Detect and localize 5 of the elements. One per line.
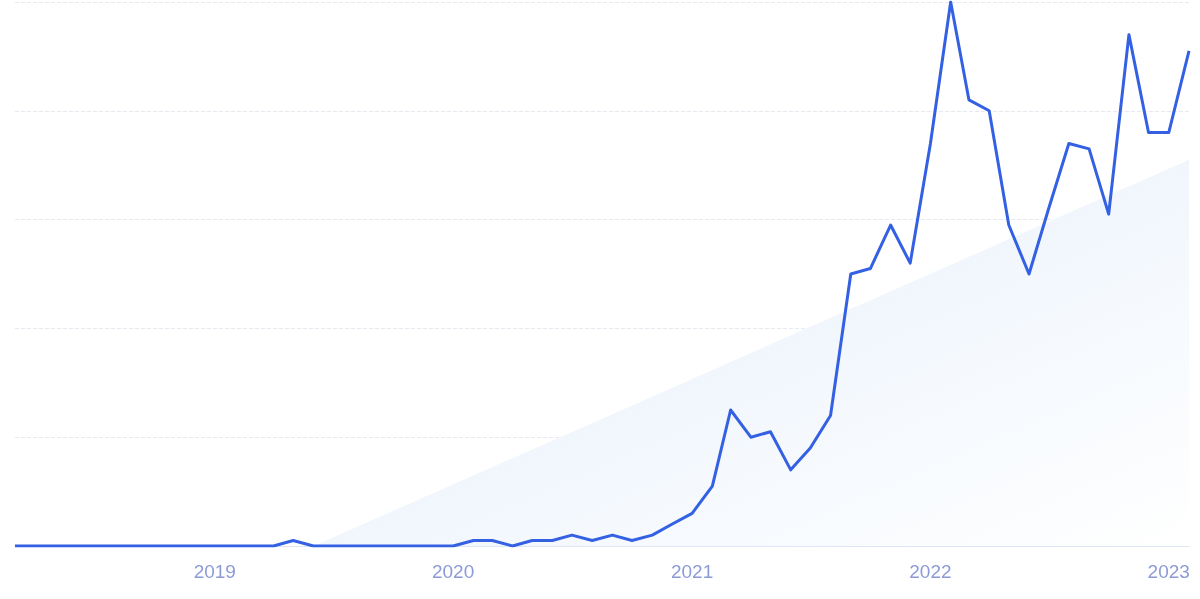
x-tick-label: 2019: [193, 561, 236, 582]
x-tick-label: 2022: [909, 561, 952, 582]
x-tick-label: 2023: [1147, 561, 1190, 582]
x-tick-label: 2021: [670, 561, 714, 582]
x-tick-label: 2020: [431, 561, 475, 582]
